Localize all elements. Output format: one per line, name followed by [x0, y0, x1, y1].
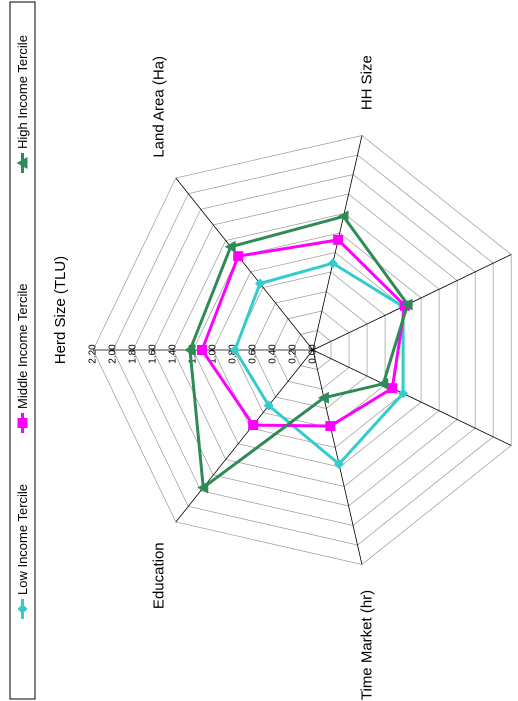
y-tick-label: 1.40 [168, 344, 179, 364]
grid-line [172, 213, 440, 487]
axis-label: Land Area (Ha) [151, 56, 168, 158]
marker [327, 258, 338, 269]
marker [17, 604, 28, 614]
grid-line [92, 135, 512, 565]
marker [337, 210, 349, 223]
marker [401, 298, 413, 311]
axis-label: Herd Size (TLU) [52, 256, 69, 364]
axis-label: Education [151, 542, 168, 609]
marker [16, 157, 28, 169]
axis-line [312, 349, 512, 446]
rotated-chart: 0.000.200.400.600.801.001.201.401.601.80… [9, 1, 512, 700]
marker [197, 345, 207, 355]
grid-line [272, 310, 350, 390]
axis-line [175, 177, 314, 351]
axis-label: HH Size [359, 55, 376, 110]
y-tick-label: 2.00 [108, 344, 119, 364]
grid-line [232, 271, 386, 429]
y-tick-label: 0.40 [268, 344, 279, 364]
series-line [200, 238, 407, 428]
marker [184, 344, 195, 356]
legend-label: Middle Income Tercile [15, 284, 30, 409]
grid-line [132, 174, 476, 526]
axis-line [175, 349, 314, 523]
marker [197, 481, 209, 494]
grid-line [292, 330, 332, 370]
series-line [233, 261, 405, 467]
y-tick-label: 0.00 [308, 344, 319, 364]
y-tick-label: 2.20 [88, 344, 99, 364]
marker [224, 240, 236, 253]
series-line [188, 214, 410, 491]
y-tick-label: 0.60 [248, 344, 259, 364]
marker [398, 388, 409, 399]
axis-label: Time Market (hr) [359, 590, 376, 700]
grid-line [112, 154, 494, 546]
y-tick-label: 1.80 [128, 344, 139, 364]
marker [325, 421, 336, 432]
grid-line [252, 291, 368, 409]
legend-label: High Income Tercile [15, 35, 30, 149]
axis-line [312, 349, 363, 565]
marker [333, 234, 344, 245]
grid-line [152, 193, 458, 507]
marker [263, 400, 274, 411]
marker [248, 420, 259, 431]
legend-label: Low Income Tercile [15, 484, 30, 595]
marker [17, 418, 28, 428]
marker [377, 377, 389, 390]
y-tick-label: 0.80 [228, 344, 239, 364]
marker [387, 383, 398, 394]
y-tick-label: 0.20 [288, 344, 299, 364]
legend-box [9, 1, 36, 700]
marker [230, 345, 240, 355]
y-tick-label: 1.00 [208, 344, 219, 364]
marker [233, 251, 244, 262]
y-tick-label: 1.60 [148, 344, 159, 364]
marker [317, 391, 329, 404]
marker [255, 278, 266, 289]
marker [334, 459, 345, 470]
